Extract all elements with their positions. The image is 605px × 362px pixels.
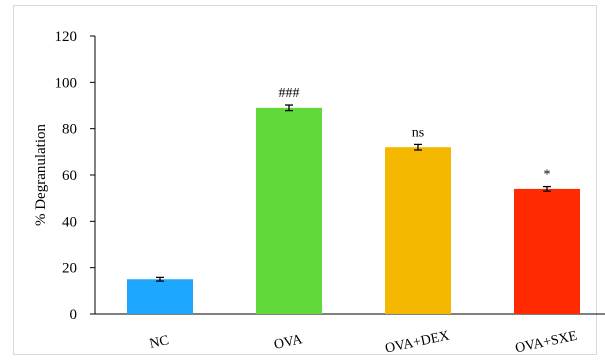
y-tick-label: 20	[62, 261, 77, 277]
bar-ova-dex	[385, 147, 451, 314]
bar-nc	[127, 279, 193, 314]
x-tick-label: OVA+DEX	[384, 328, 451, 356]
y-tick-label: 80	[62, 122, 77, 138]
y-axis-label: % Degranulation	[33, 123, 49, 226]
bar-ova-sxe	[514, 188, 580, 314]
significance-label: ns	[412, 125, 424, 140]
y-tick-label: 40	[62, 214, 77, 230]
y-tick-label: 100	[55, 75, 78, 91]
significance-label: ###	[279, 86, 300, 101]
y-tick-label: 60	[62, 168, 77, 184]
bars: ### ns *	[127, 86, 580, 314]
x-tick-label: OVA+SXE	[514, 329, 579, 357]
significance-label: *	[544, 168, 551, 183]
x-tick-label: OVA	[273, 332, 305, 353]
bar-ova	[256, 107, 322, 314]
y-axis-ticks: 0 20 40 60 80 100 120	[55, 29, 95, 323]
x-tick-label: NC	[148, 333, 170, 352]
y-tick-label: 120	[55, 29, 78, 45]
x-axis-categories: NC OVA OVA+DEX OVA+SXE	[148, 328, 578, 356]
y-tick-label: 0	[70, 307, 78, 323]
